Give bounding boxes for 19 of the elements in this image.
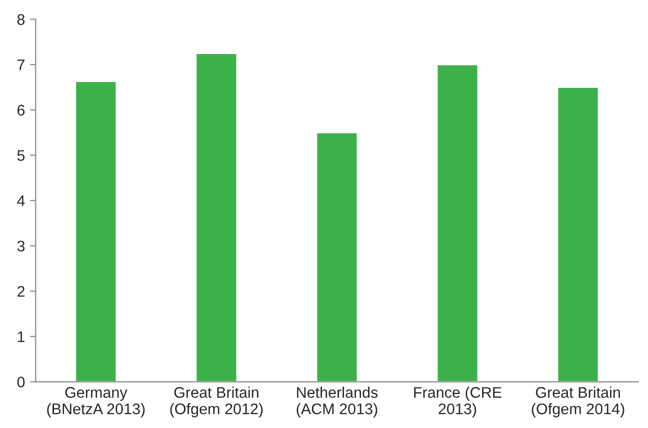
bar: [74, 80, 118, 382]
y-tick-label: 8: [17, 14, 25, 25]
y-tick-label: 0: [17, 376, 25, 388]
bar: [316, 132, 358, 382]
x-tick-label: Netherlands (ACM 2013): [296, 386, 378, 418]
y-tick-label: 6: [18, 104, 25, 116]
x-tick-label: Germany (BNetzA 2013): [47, 387, 145, 418]
y-tick-label: 4: [17, 196, 25, 206]
x-tick-label: France (CRE 2013): [414, 386, 502, 418]
bar: [436, 64, 479, 382]
bar: [195, 52, 238, 382]
y-tick-label: 1: [18, 331, 24, 342]
y-tick-label: 2: [17, 286, 24, 297]
x-tick-label: Great Britain (Ofgem 2014): [532, 386, 624, 418]
y-tick-label: 5: [17, 150, 25, 161]
y-tick-label: 3: [17, 240, 25, 252]
bar: [556, 86, 600, 382]
y-tick-label: 7: [18, 60, 24, 70]
x-tick-label: Great Britain (Ofgem 2012): [170, 386, 263, 418]
